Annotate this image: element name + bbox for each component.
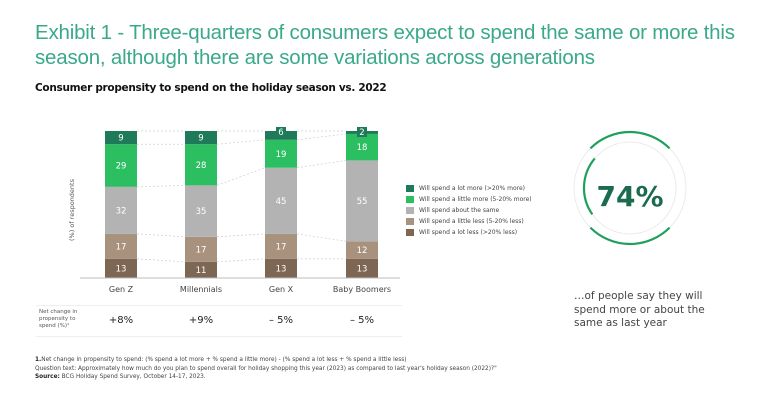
small-value-tag (357, 127, 367, 137)
legend-label: Will spend a little less (5-20% less) (419, 218, 524, 225)
bar-segment (185, 131, 217, 145)
net-change-gen-z: +8% (108, 315, 134, 326)
bar-value-label: 11 (196, 266, 207, 276)
connector-line (136, 185, 186, 188)
net-change-millennials: +9% (188, 315, 214, 326)
bar-value-label: 9 (198, 134, 203, 144)
bar-value-label: 12 (357, 246, 368, 256)
bar-value-label: 2 (359, 128, 364, 138)
bar-segment (105, 144, 137, 187)
bar-value-label: 32 (116, 206, 127, 216)
legend-item: Will spend a little less (5-20% less) (406, 216, 532, 227)
footnotes: 1.Net change in propensity to spend: (% … (35, 356, 497, 382)
small-value-tag (276, 127, 286, 137)
legend-label: Will spend a lot less (>20% less) (419, 229, 518, 236)
net-change-gen-x: – 5% (268, 315, 294, 326)
bar-segment (265, 258, 297, 278)
connector-line (216, 233, 266, 238)
legend-item: Will spend a little more (5-20% more) (406, 194, 532, 205)
bar-segment (105, 233, 137, 259)
footnote-source: Source: BCG Holiday Spend Survey, Octobe… (35, 374, 206, 380)
bar-value-label: 29 (116, 162, 127, 172)
connector-line (296, 233, 347, 242)
bar-segment (105, 131, 137, 145)
legend-label: Will spend a little more (5-20% more) (419, 196, 532, 203)
bar-value-label: 17 (196, 245, 207, 255)
x-tick-label: Gen Z (109, 285, 134, 294)
legend-item: Will spend about the same (406, 205, 532, 216)
legend-label: Will spend about the same (419, 207, 500, 214)
bar-segment (185, 185, 217, 237)
x-tick-label: Millennials (180, 285, 222, 294)
footnote-question: Question text: Approximately how much do… (35, 365, 497, 372)
bar-value-label: 13 (276, 264, 287, 274)
connector-line (136, 258, 186, 263)
connector-line (216, 139, 266, 145)
legend-swatch (406, 207, 414, 214)
bar-segment (185, 144, 217, 186)
x-tick-label: Baby Boomers (333, 285, 391, 294)
bar-segment (265, 167, 297, 234)
exhibit-title: Exhibit 1 - Three-quarters of consumers … (35, 21, 735, 69)
bar-segment (346, 241, 378, 259)
bar-value-label: 13 (357, 264, 368, 274)
bar-value-label: 18 (357, 143, 368, 153)
bar-segment (105, 258, 137, 278)
highlight-caption: …of people say they will spend more or a… (574, 290, 705, 329)
x-tick-label: Gen X (269, 285, 294, 294)
bar-value-label: 28 (196, 161, 207, 171)
bar-segment (265, 233, 297, 259)
footnote-1: 1.Net change in propensity to spend: (% … (35, 357, 407, 363)
bar-value-label: 13 (116, 264, 127, 274)
bar-value-label: 45 (276, 197, 287, 207)
bar-segment (265, 139, 297, 168)
ring-arc-left (582, 157, 596, 216)
connector-line (216, 258, 266, 263)
highlight-value: 74% (596, 180, 664, 213)
legend-swatch (406, 185, 414, 192)
net-change-row: Net change in propensity to spend (%)¹ +… (36, 305, 402, 337)
bar-value-label: 6 (278, 128, 283, 138)
connector-line (216, 167, 266, 186)
bar-value-label: 17 (116, 242, 127, 252)
bar-segment (346, 160, 378, 242)
legend-item: Will spend a lot less (>20% less) (406, 227, 532, 238)
chart-subtitle: Consumer propensity to spend on the holi… (35, 82, 387, 94)
connector-line (296, 160, 347, 169)
legend-label: Will spend a lot more (>20% more) (419, 185, 525, 192)
legend-swatch (406, 196, 414, 203)
bar-segment (346, 133, 378, 161)
connector-line (296, 133, 347, 141)
legend-swatch (406, 229, 414, 236)
net-change-baby-boomers: – 5% (349, 315, 375, 326)
ring-arc-bottom (589, 226, 671, 246)
bar-value-label: 55 (357, 197, 368, 207)
ring-arc-top (589, 130, 671, 150)
highlight-ring (573, 130, 687, 246)
bar-segment (105, 186, 137, 234)
bar-value-label: 35 (196, 207, 207, 217)
legend-swatch (406, 218, 414, 225)
legend-item: Will spend a lot more (>20% more) (406, 183, 532, 194)
net-change-label: Net change in propensity to spend (%)¹ (39, 309, 78, 329)
connector-line (136, 233, 186, 238)
chart-legend: Will spend a lot more (>20% more) Will sp… (406, 183, 532, 238)
bar-value-label: 17 (276, 242, 287, 252)
bar-segment (185, 236, 217, 262)
bar-segment (185, 261, 217, 278)
bar-value-label: 9 (118, 134, 123, 144)
bar-segment (346, 258, 378, 278)
bar-value-label: 19 (276, 150, 287, 160)
